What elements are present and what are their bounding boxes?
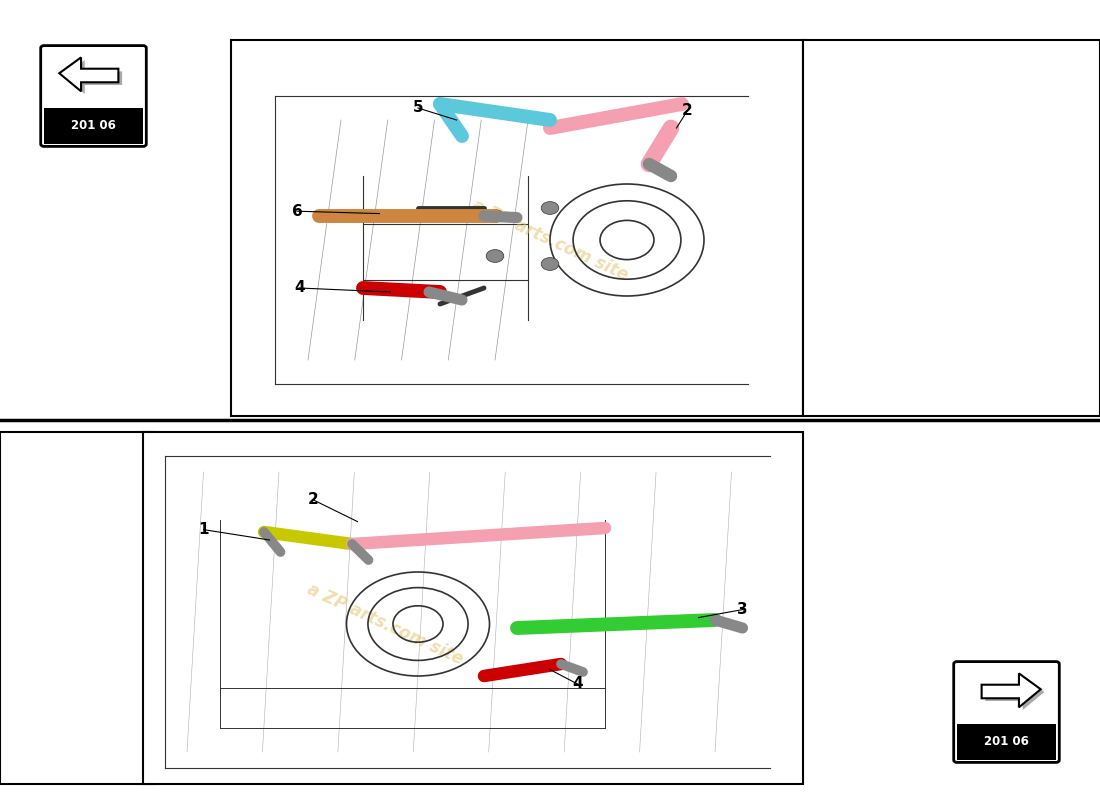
Polygon shape <box>59 58 119 91</box>
Polygon shape <box>63 60 122 94</box>
Text: 201 06: 201 06 <box>72 119 116 132</box>
Bar <box>0 432 154 784</box>
Text: 3: 3 <box>737 602 748 617</box>
Text: 2: 2 <box>682 103 693 118</box>
Bar <box>803 40 1100 416</box>
Text: 201 06: 201 06 <box>984 735 1028 748</box>
Text: 4: 4 <box>572 677 583 691</box>
Bar <box>143 432 803 784</box>
Text: 4: 4 <box>294 281 305 295</box>
Circle shape <box>486 250 504 262</box>
Text: a ZP arts.com site: a ZP arts.com site <box>470 196 630 284</box>
Text: a ZP arts.com site: a ZP arts.com site <box>305 580 465 668</box>
Bar <box>44 107 143 144</box>
Circle shape <box>486 210 504 222</box>
Circle shape <box>541 202 559 214</box>
Bar <box>231 40 803 416</box>
Polygon shape <box>986 676 1044 710</box>
Polygon shape <box>981 674 1041 707</box>
Text: 1: 1 <box>198 522 209 537</box>
Text: 2: 2 <box>308 493 319 507</box>
Text: 6: 6 <box>292 204 302 218</box>
FancyBboxPatch shape <box>41 46 146 146</box>
Text: 5: 5 <box>412 101 424 115</box>
Bar <box>957 723 1056 760</box>
FancyBboxPatch shape <box>954 662 1059 762</box>
Circle shape <box>541 258 559 270</box>
